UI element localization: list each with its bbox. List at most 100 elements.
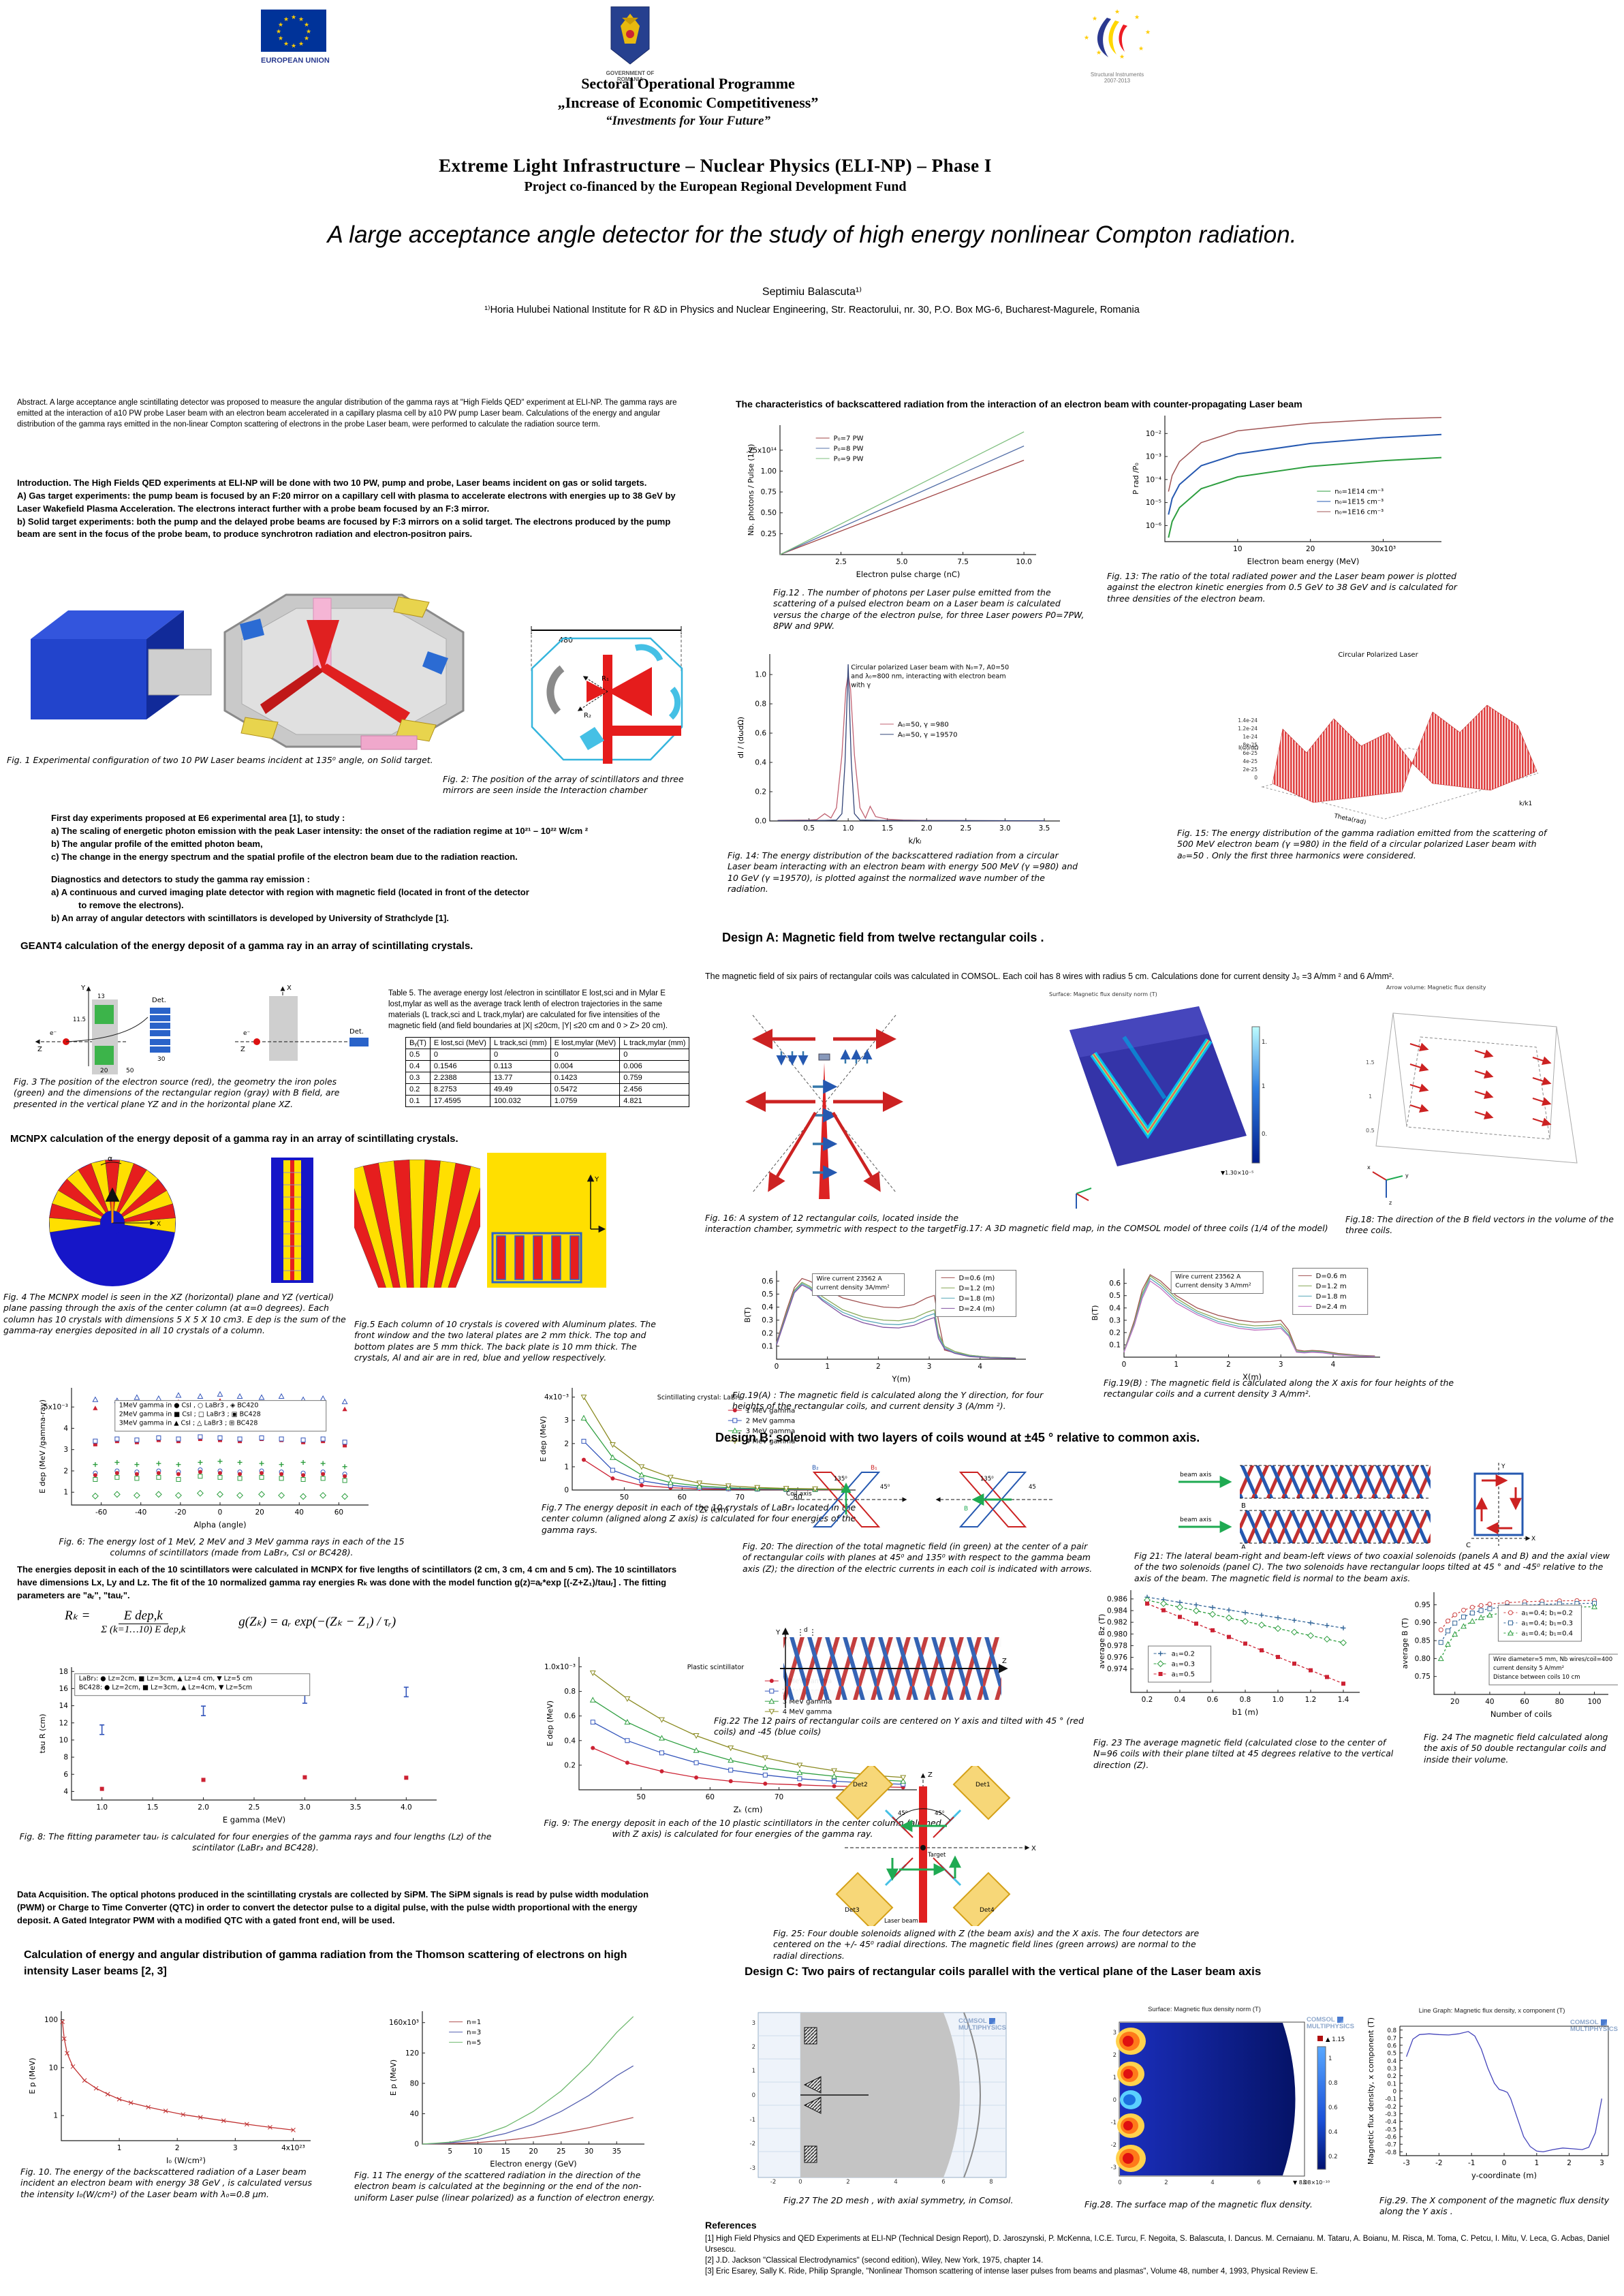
svg-text:n₀=1E16 cm⁻³: n₀=1E16 cm⁻³ <box>1334 509 1384 516</box>
svg-text:0.1: 0.1 <box>762 1342 773 1350</box>
fig25-graphic: Z X 45⁰ 45⁰ Target Det1 Det2 Det3 Det4 L… <box>804 1762 1042 1930</box>
fig28-caption: Fig.28. The surface map of the magnetic … <box>1084 2199 1313 2209</box>
svg-text:Nb. photons / Pulse (1/s): Nb. photons / Pulse (1/s) <box>747 444 755 536</box>
svg-text:10: 10 <box>49 2064 58 2072</box>
fig19a-chart: 0 1 2 3 4 0.1 0.2 0.3 0.4 0.5 0.6 Y(m) B(T) D=0.6 (m)… <box>743 1262 1035 1385</box>
svg-text:30x10³: 30x10³ <box>1371 545 1396 553</box>
fig27-ytick: -3 <box>750 2165 755 2172</box>
table-row: 0.3 2.2388 13.77 0.1423 0.759 <box>405 1072 690 1084</box>
svg-text:b1 (m): b1 (m) <box>1232 1707 1258 1717</box>
fig25-X-label: X <box>1031 1845 1036 1852</box>
fig28-ytick: -3 <box>1111 2165 1116 2171</box>
fig14-caption: Fig. 14: The energy distribution of the … <box>728 850 1078 894</box>
fig4-column-graphic <box>266 1155 320 1289</box>
svg-text:0.75: 0.75 <box>761 488 777 497</box>
svg-text:X(m): X(m) <box>1243 1372 1262 1382</box>
svg-text:4.0: 4.0 <box>401 1803 412 1812</box>
svg-text:0.2: 0.2 <box>1142 1696 1153 1704</box>
svg-text:4: 4 <box>63 1425 68 1433</box>
svg-text:2MeV gamma in ■ CsI ; □ LaBr: 2MeV gamma in ■ CsI ; □ LaBr3 ; ▣ BC428 <box>119 1411 261 1418</box>
fig15-k-label: k/k1 <box>1519 801 1532 807</box>
fig15-ztick: 1.4e-24 <box>1238 717 1258 724</box>
fig5-caption: Fig.5 Each column of 10 crystals is cove… <box>354 1319 656 1363</box>
svg-text:current density 5 A/mm²: current density 5 A/mm² <box>1493 1665 1564 1672</box>
design-b-heading: Design B: solenoid with two layers of co… <box>715 1431 1200 1444</box>
data-acquisition: Data Acquisition. The optical photons pr… <box>17 1889 649 1925</box>
fig14-chart: 0.5 1.0 1.5 2.0 2.5 3.0 3.5 0.0 0.2 0.4 0.6 0.8 1.0 k… <box>736 646 1069 847</box>
table-row: 0.2 8.2753 49.49 0.5472 2.456 <box>405 1083 690 1096</box>
svg-text:1.2: 1.2 <box>1305 1696 1317 1704</box>
fig19a-caption: Fig.19(A) : The magnetic field is calcul… <box>732 1390 1044 1412</box>
svg-text:Scintillating crystal: LaBr₃: Scintillating crystal: LaBr₃ <box>657 1394 740 1401</box>
fig22-graphic: Y Z d <box>753 1625 1012 1717</box>
svg-text:A₀=50, γ =19570: A₀=50, γ =19570 <box>898 731 958 739</box>
fig28-ytick: 2 <box>1113 2052 1116 2059</box>
references-block: References [1] High Field Physics and QE… <box>705 2220 1618 2277</box>
fig5-stripes-graphic: Y <box>487 1153 606 1291</box>
svg-text:4 MeV gamma: 4 MeV gamma <box>746 1438 795 1446</box>
eli-subtitle: Project co-financed by the European Regi… <box>524 179 907 194</box>
table5-h4: L track,mylar (mm) <box>619 1037 690 1049</box>
svg-text:Number of coils: Number of coils <box>1490 1709 1552 1719</box>
svg-text:★: ★ <box>283 41 289 48</box>
fig3-z2-label: Z <box>240 1046 245 1053</box>
fig28-ytick: -2 <box>1111 2142 1116 2149</box>
svg-text:2: 2 <box>876 1363 881 1371</box>
fig17-min-label: ▼1.30×10⁻⁵ <box>1221 1170 1253 1176</box>
svg-text:E p (MeV): E p (MeV) <box>28 2058 37 2094</box>
svg-text:0.8: 0.8 <box>755 700 766 709</box>
svg-text:4: 4 <box>1331 1361 1336 1369</box>
svg-text:-2: -2 <box>1435 2159 1442 2167</box>
svg-text:0.8: 0.8 <box>1240 1696 1251 1704</box>
fig21-Y-label: Y <box>1501 1463 1505 1470</box>
fig25-det3-label: Det3 <box>845 1907 860 1914</box>
diagnostics-block: Diagnostics and detectors to study the g… <box>51 873 698 925</box>
fig9-caption: Fig. 9: The energy deposit in each of th… <box>544 1818 941 1840</box>
fig27-ytick: 1 <box>752 2068 755 2075</box>
svg-text:5.0: 5.0 <box>896 558 908 566</box>
fig25-45b: 45⁰ <box>935 1810 945 1817</box>
fig15-ztick: 2e-25 <box>1243 766 1258 773</box>
fig27-xtick: 0 <box>798 2179 802 2184</box>
svg-text:10.0: 10.0 <box>1016 558 1031 566</box>
references-heading: References <box>705 2220 757 2231</box>
svg-text:0.75: 0.75 <box>1415 1673 1431 1681</box>
fig28-xtick: 2 <box>1164 2179 1168 2186</box>
programme-line2: „Increase of Economic Competitiveness” <box>557 94 819 111</box>
svg-text:50: 50 <box>620 1493 629 1502</box>
svg-text:3.0: 3.0 <box>299 1803 311 1812</box>
svg-text:P₀=7 PW: P₀=7 PW <box>834 435 864 443</box>
svg-text:P₀=8 PW: P₀=8 PW <box>834 446 864 453</box>
fig6-chart: -60 -40 -20 0 20 40 60 1 2 3 4 5x10⁻³ Alpha (angle) E… <box>37 1380 378 1531</box>
fig17-title: Surface: Magnetic flux density norm (T) <box>1049 991 1157 997</box>
table5-h1: E lost,sci (MeV) <box>429 1037 490 1049</box>
fig5-fan-graphic <box>333 1153 501 1309</box>
fig3-e-label: e⁻ <box>50 1030 57 1037</box>
svg-text:k/kₗ: k/kₗ <box>908 836 921 846</box>
fig21-X-label: X <box>1531 1536 1535 1542</box>
svg-text:14: 14 <box>59 1702 69 1710</box>
svg-text:★: ★ <box>1134 14 1140 21</box>
svg-text:E dep (MeV): E dep (MeV) <box>539 1416 548 1461</box>
svg-text:★: ★ <box>1084 35 1089 42</box>
svg-text:a₁=0.2: a₁=0.2 <box>1172 1651 1195 1658</box>
fig27-ytick: 2 <box>752 2044 755 2051</box>
fig25-target-label: Target <box>927 1852 946 1859</box>
svg-text:10: 10 <box>473 2147 482 2156</box>
svg-text:60: 60 <box>334 1508 343 1517</box>
svg-text:★: ★ <box>276 29 281 35</box>
svg-text:4x10²³: 4x10²³ <box>281 2144 305 2152</box>
svg-text:-0.2: -0.2 <box>1385 2104 1396 2111</box>
svg-text:3: 3 <box>63 1446 68 1454</box>
fig15-ztick: 1.2e-24 <box>1238 726 1258 732</box>
fig11-chart: 5 10 15 20 25 30 35 0 40 80 120 160x10³ Electron ene… <box>388 2003 654 2170</box>
fig2-caption: Fig. 2: The position of the array of sci… <box>443 774 684 796</box>
fig28-xtick: 0 <box>1118 2179 1121 2186</box>
svg-text:★: ★ <box>283 16 289 23</box>
fig20-b1-label: B₁ <box>871 1465 877 1472</box>
svg-text:1: 1 <box>825 1363 830 1371</box>
fig21-C-label: C <box>1466 1542 1471 1549</box>
fig3-115: 11.5 <box>73 1017 86 1023</box>
svg-text:average B (T): average B (T) <box>1401 1618 1409 1669</box>
intro-line1: Introduction. The High Fields QED experi… <box>17 478 647 488</box>
